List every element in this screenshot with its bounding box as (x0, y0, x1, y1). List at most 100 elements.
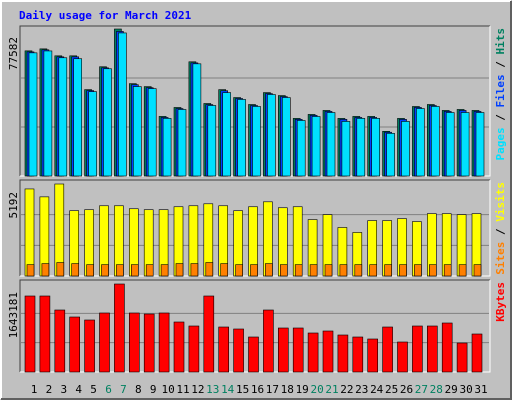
bar (371, 118, 381, 177)
panel-edge-dark (19, 179, 490, 276)
bar (24, 188, 35, 277)
bar (265, 263, 273, 277)
x-tick-label: 20 (310, 383, 323, 396)
bar (175, 263, 184, 277)
chart-title: Daily usage for March 2021 (19, 9, 192, 22)
bar (43, 50, 53, 177)
bar (337, 334, 349, 373)
panel-edge-dark (19, 25, 490, 176)
bar (309, 264, 318, 277)
x-tick-label: 22 (340, 383, 353, 396)
bar (162, 118, 172, 177)
bar (475, 112, 485, 177)
bar (58, 57, 68, 177)
x-tick-label: 5 (90, 383, 97, 396)
bar (26, 264, 35, 277)
bar (73, 58, 82, 177)
bar (41, 263, 50, 277)
bar (294, 264, 303, 277)
x-tick-label: 3 (60, 383, 67, 396)
bar (71, 263, 79, 277)
x-tick-label: 16 (251, 383, 264, 396)
x-tick-label: 25 (385, 383, 398, 396)
bar (147, 88, 157, 177)
x-tick-label: 15 (236, 383, 249, 396)
bar (118, 32, 127, 177)
bar (248, 336, 259, 373)
bar (386, 133, 395, 177)
bar (222, 92, 231, 177)
x-tick-label: 12 (191, 383, 204, 396)
bar (252, 106, 261, 177)
legend: Sites / Visits (494, 182, 507, 275)
bar (352, 336, 364, 373)
x-tick-label: 18 (281, 383, 294, 396)
bar (471, 333, 483, 373)
bar (86, 264, 94, 277)
bar (131, 264, 139, 277)
legend-separator: / (494, 55, 507, 75)
bar (430, 106, 440, 177)
bar (235, 264, 243, 277)
bar (143, 313, 155, 373)
bar (207, 105, 217, 177)
bar (460, 112, 470, 177)
bar (28, 52, 38, 177)
bar (399, 264, 407, 277)
bar (133, 86, 142, 177)
legend-entry: Sites (494, 242, 507, 275)
bar (84, 319, 95, 373)
bar (116, 264, 124, 277)
legend-entry: Files (494, 74, 507, 107)
bar (401, 121, 410, 177)
bar (458, 264, 467, 277)
bar (160, 264, 169, 277)
x-tick-label: 2 (46, 383, 53, 396)
bar (54, 309, 66, 373)
x-tick-label: 6 (105, 383, 112, 396)
x-tick-label: 30 (459, 383, 472, 396)
legend-separator: / (494, 108, 507, 128)
bar (339, 264, 348, 277)
bar (292, 327, 304, 373)
bar (324, 264, 333, 277)
bar (177, 109, 187, 177)
bar (416, 108, 425, 177)
bar (233, 328, 244, 373)
bar (277, 327, 289, 373)
bar (173, 321, 185, 373)
x-tick-label: 26 (400, 383, 413, 396)
bar (441, 322, 453, 373)
bar (101, 264, 109, 277)
bar (384, 264, 392, 277)
bar (326, 112, 336, 177)
x-tick-label: 7 (120, 383, 127, 396)
bar (145, 264, 154, 277)
bar (56, 262, 65, 277)
x-tick-label: 17 (266, 383, 279, 396)
x-tick-label: 24 (370, 383, 384, 396)
bar (69, 316, 80, 373)
bar (205, 262, 214, 277)
bar (114, 283, 125, 373)
bar (158, 312, 170, 373)
y-tick-label: 5192 (7, 192, 20, 219)
bar (367, 338, 379, 373)
bar (456, 342, 468, 373)
bar (412, 325, 423, 373)
bar (473, 264, 482, 277)
x-tick-label: 29 (445, 383, 458, 396)
bar (428, 264, 437, 277)
bar (188, 325, 200, 373)
legend-entry: Visits (494, 182, 507, 222)
legend: Pages / Files / Hits (494, 28, 507, 161)
x-tick-label: 4 (75, 383, 82, 396)
bar (279, 264, 288, 277)
bar (397, 341, 408, 373)
x-tick-label: 31 (474, 383, 487, 396)
bar (445, 112, 455, 177)
bar (218, 326, 229, 373)
x-tick-label: 8 (135, 383, 142, 396)
bar (356, 118, 366, 177)
